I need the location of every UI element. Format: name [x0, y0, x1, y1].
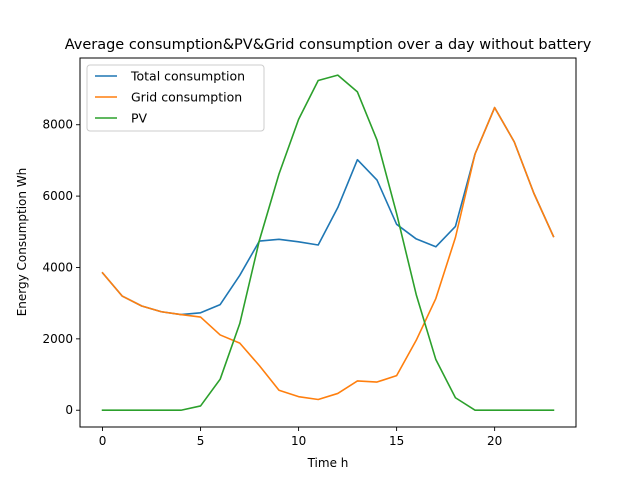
- series-line-2: [101, 74, 555, 412]
- y-axis-label: Energy Consumption Wh: [15, 168, 29, 317]
- y-tick-label: 8000: [42, 118, 73, 132]
- y-axis: 0 2000 4000 6000 8000: [42, 118, 80, 417]
- x-tick-label: 0: [99, 434, 107, 448]
- chart-title: Average consumption&PV&Grid consumption …: [65, 37, 592, 53]
- series-layer: [101, 74, 555, 412]
- series-line-1: [101, 106, 555, 401]
- y-tick-label: 6000: [42, 189, 73, 203]
- x-tick-label: 5: [197, 434, 205, 448]
- legend-box: [86, 64, 265, 132]
- legend-label-0: Total consumption: [130, 69, 245, 84]
- series-line-0: [101, 106, 555, 316]
- y-tick-label: 2000: [42, 332, 73, 346]
- x-axis: 0 5 10 15 20: [99, 427, 502, 448]
- y-tick-label: 0: [65, 403, 73, 417]
- x-tick-label: 15: [389, 434, 404, 448]
- plot-area-frame: [79, 57, 577, 428]
- legend: Total consumption Grid consumption PV: [86, 64, 265, 132]
- legend-label-2: PV: [131, 111, 148, 126]
- y-tick-label: 4000: [42, 260, 73, 274]
- legend-label-1: Grid consumption: [131, 90, 242, 105]
- x-tick-label: 10: [291, 434, 306, 448]
- x-tick-label: 20: [487, 434, 502, 448]
- x-axis-label: Time h: [307, 456, 349, 470]
